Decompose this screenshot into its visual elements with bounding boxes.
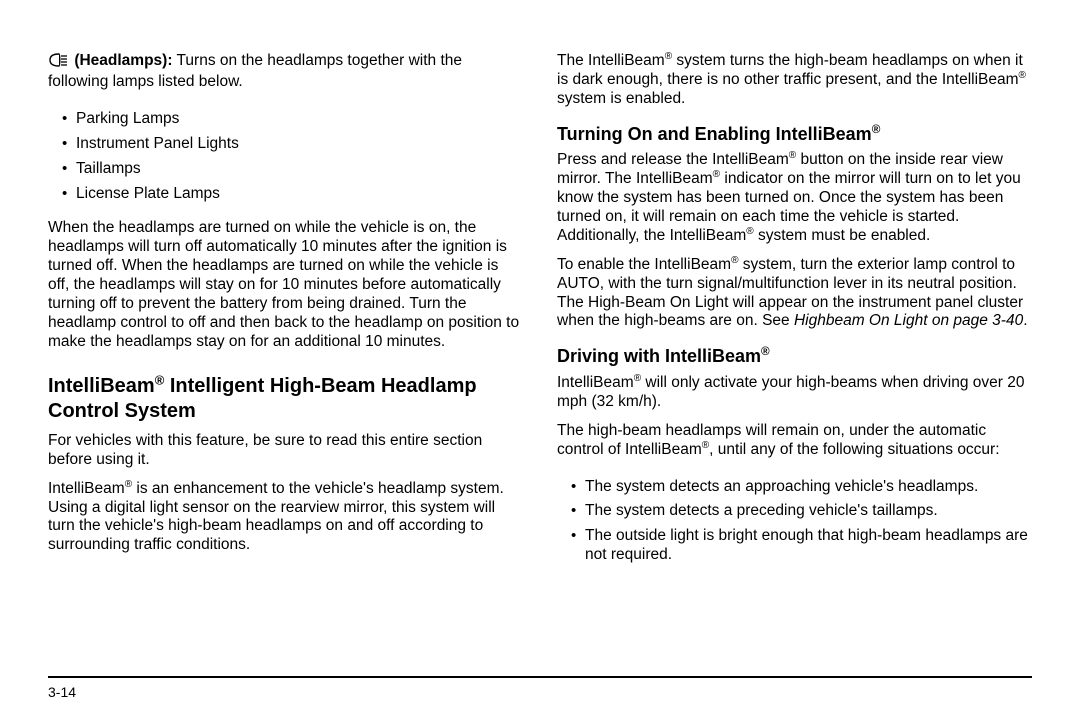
text: The IntelliBeam (557, 52, 665, 69)
headlamps-label: (Headlamps): (74, 52, 172, 69)
heading-text: Turning On and Enabling IntelliBeam (557, 124, 872, 144)
page-footer: 3-14 (48, 676, 1032, 700)
activate-para: IntelliBeam® will only activate your hig… (557, 374, 1032, 412)
driving-heading: Driving with IntelliBeam® (557, 345, 1032, 368)
registered-mark: ® (713, 169, 720, 180)
heading-pre: IntelliBeam (48, 375, 155, 397)
registered-mark: ® (155, 372, 165, 387)
page-number: 3-14 (48, 684, 76, 700)
heading-text: Driving with IntelliBeam (557, 346, 761, 366)
turns-on-para: The IntelliBeam® system turns the high-b… (557, 52, 1032, 109)
text: , until any of the following situations … (709, 441, 999, 458)
manual-page: (Headlamps): Turns on the headlamps toge… (0, 0, 1080, 720)
content-columns: (Headlamps): Turns on the headlamps toge… (48, 52, 1032, 668)
list-item: The outside light is bright enough that … (557, 527, 1032, 565)
auto-off-para: When the headlamps are turned on while t… (48, 219, 523, 351)
list-item: The system detects a preceding vehicle's… (557, 502, 1032, 521)
turning-on-heading: Turning On and Enabling IntelliBeam® (557, 123, 1032, 146)
left-column: (Headlamps): Turns on the headlamps toge… (48, 52, 523, 668)
registered-mark: ® (125, 478, 132, 489)
intellibeam-heading: IntelliBeam® Intelligent High-Beam Headl… (48, 374, 523, 424)
registered-mark: ® (746, 226, 753, 237)
text: system must be enabled. (754, 227, 931, 244)
text: system is enabled. (557, 90, 685, 107)
list-item: Parking Lamps (48, 110, 523, 129)
text: IntelliBeam (557, 374, 634, 391)
list-item: License Plate Lamps (48, 185, 523, 204)
headlamps-intro: (Headlamps): Turns on the headlamps toge… (48, 52, 523, 92)
enhancement-para: IntelliBeam® is an enhancement to the ve… (48, 480, 523, 556)
remain-on-para: The high-beam headlamps will remain on, … (557, 422, 1032, 460)
registered-mark: ® (1019, 70, 1026, 81)
lamp-list: Parking Lamps Instrument Panel Lights Ta… (48, 104, 523, 210)
enable-para: To enable the IntelliBeam® system, turn … (557, 256, 1032, 332)
text: IntelliBeam (48, 480, 125, 497)
situations-list: The system detects an approaching vehicl… (557, 472, 1032, 572)
registered-mark: ® (634, 373, 641, 384)
press-release-para: Press and release the IntelliBeam® butto… (557, 151, 1032, 246)
text: Press and release the IntelliBeam (557, 151, 789, 168)
list-item: Instrument Panel Lights (48, 135, 523, 154)
right-column: The IntelliBeam® system turns the high-b… (557, 52, 1032, 668)
registered-mark: ® (665, 51, 672, 62)
feature-note: For vehicles with this feature, be sure … (48, 432, 523, 470)
list-item: Taillamps (48, 160, 523, 179)
registered-mark: ® (872, 123, 881, 136)
text: . (1023, 312, 1027, 329)
registered-mark: ® (761, 345, 770, 358)
cross-reference: Highbeam On Light on page 3-40 (794, 312, 1023, 329)
headlamp-icon (48, 53, 68, 73)
text: To enable the IntelliBeam (557, 256, 731, 273)
list-item: The system detects an approaching vehicl… (557, 478, 1032, 497)
